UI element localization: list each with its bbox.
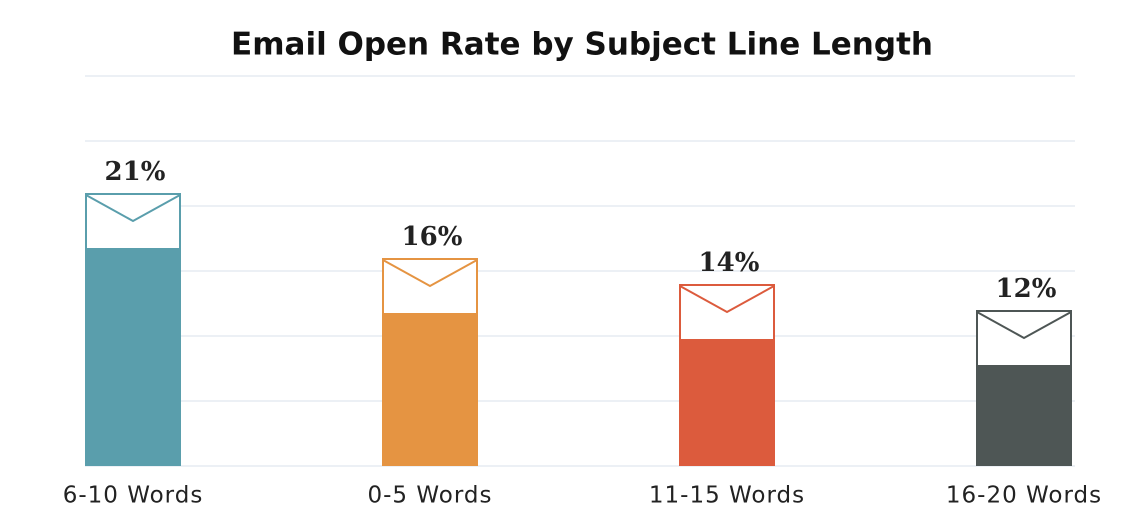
envelope-flap [679, 285, 775, 314]
envelope-flap [976, 311, 1072, 340]
x-tick-label: 6-10 Words [63, 483, 204, 509]
envelope-flap [382, 259, 478, 288]
value-label: 14% [699, 248, 760, 278]
chart-title: Email Open Rate by Subject Line Length [231, 27, 933, 63]
x-tick-label: 11-15 Words [649, 483, 805, 509]
x-tick-label: 16-20 Words [946, 483, 1102, 509]
value-label: 21% [105, 157, 166, 187]
x-tick-label: 0-5 Words [368, 483, 493, 509]
envelope-flap [85, 194, 181, 223]
value-label: 16% [402, 222, 463, 252]
value-label: 12% [996, 274, 1057, 304]
